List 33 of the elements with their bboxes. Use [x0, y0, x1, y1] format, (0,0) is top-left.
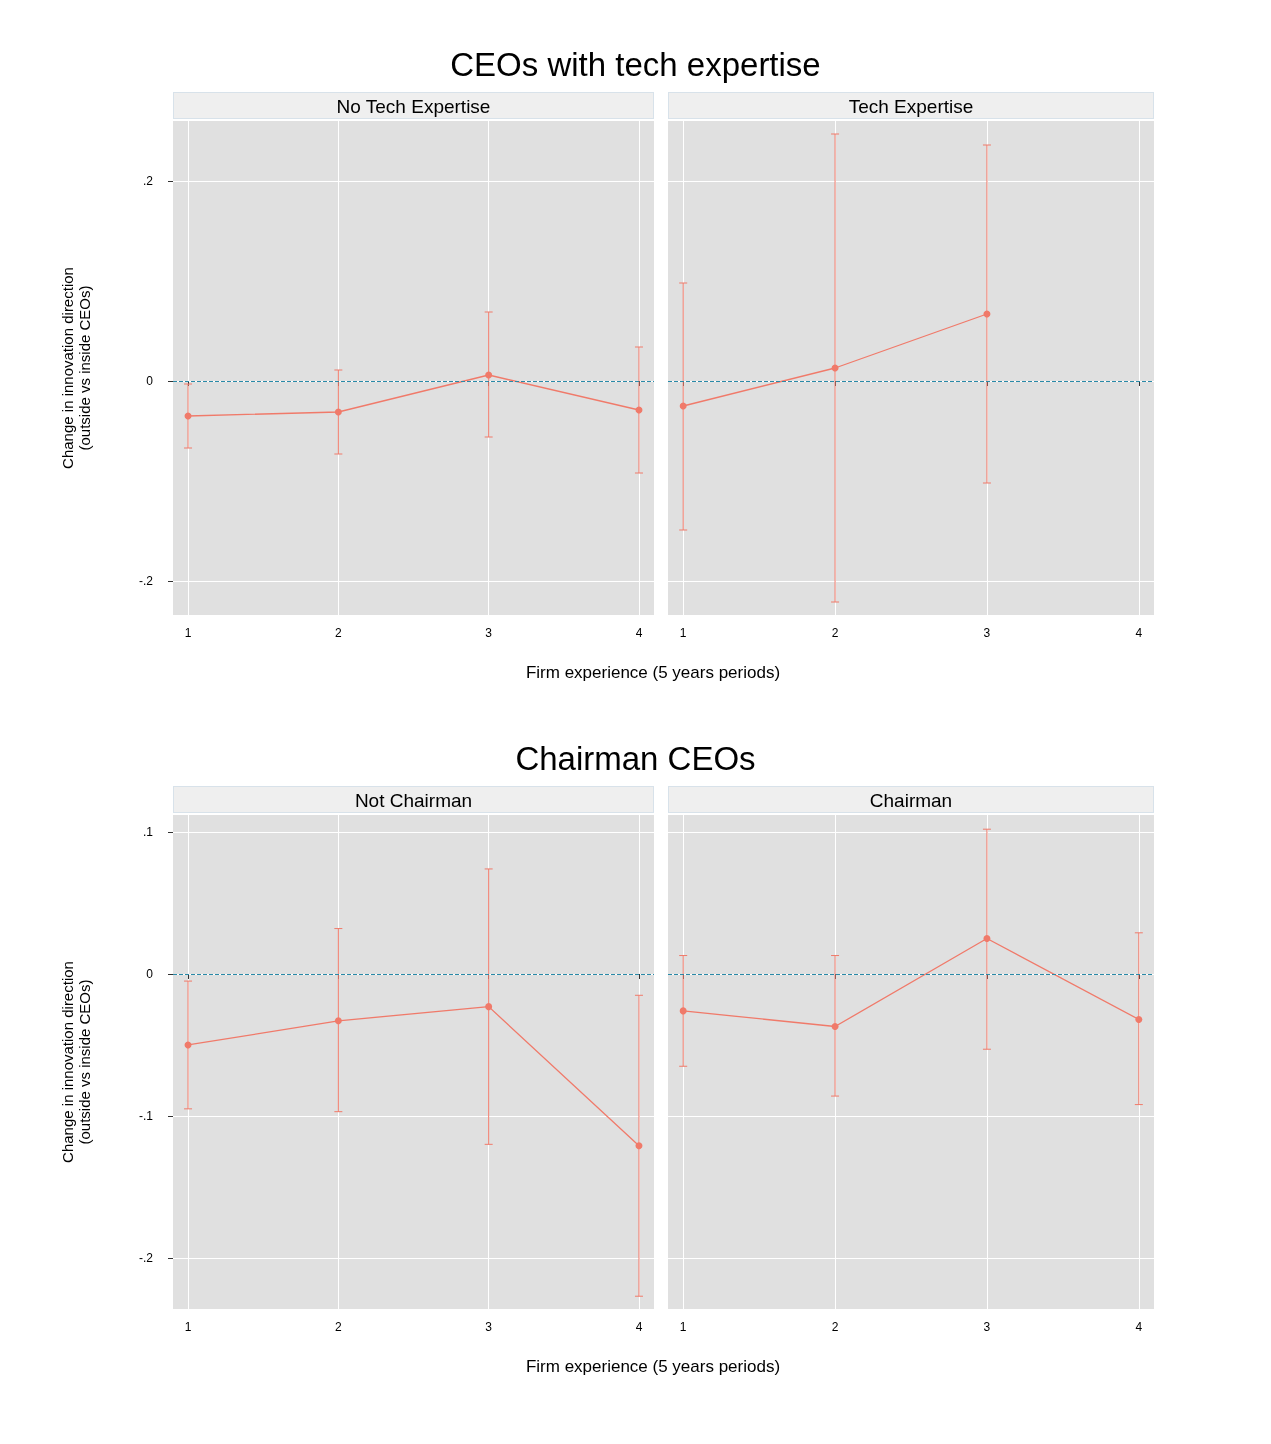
x-axis-title: Firm experience (5 years periods) — [524, 663, 782, 683]
x-tick-label: 4 — [1135, 1320, 1143, 1334]
chart-subtitle: Chairman — [668, 786, 1154, 813]
x-tick-label: 3 — [983, 1320, 991, 1334]
x-tick-label: 2 — [335, 1320, 342, 1334]
y-tick-label: -.1 — [138, 1108, 154, 1123]
x-tick-label: 4 — [635, 626, 643, 640]
y-tick-label: .1 — [142, 825, 154, 840]
x-tick-label: 1 — [679, 626, 687, 640]
x-tick-label: 4 — [635, 1320, 643, 1334]
chart-subtitle: No Tech Expertise — [173, 92, 654, 119]
chart-title: Chairman CEOs — [514, 740, 757, 778]
x-tick-label: 3 — [485, 1320, 493, 1334]
x-tick-label: 1 — [184, 626, 192, 640]
y-axis-title: Change in innovation direction (outside vs inside CEOs) — [59, 267, 93, 469]
x-tick-label: 1 — [679, 1320, 687, 1334]
x-axis-title: Firm experience (5 years periods) — [524, 1357, 782, 1377]
y-tick-label: -.2 — [138, 574, 154, 588]
y-tick-label: 0 — [146, 966, 154, 981]
x-tick-label: 2 — [831, 626, 839, 640]
y-tick-label: .2 — [142, 174, 154, 188]
x-tick-label: 1 — [184, 1320, 192, 1334]
chart-subtitle: Tech Expertise — [668, 92, 1154, 119]
x-tick-label: 2 — [335, 626, 342, 640]
y-tick-label: -.2 — [138, 1250, 154, 1265]
x-tick-label: 3 — [485, 626, 493, 640]
y-axis-title: Change in innovation direction (outside vs inside CEOs) — [59, 961, 93, 1163]
x-tick-label: 3 — [983, 626, 991, 640]
y-tick-label: 0 — [146, 374, 154, 388]
x-tick-label: 2 — [831, 1320, 839, 1334]
chart-subtitle: Not Chairman — [173, 786, 654, 813]
x-tick-label: 4 — [1135, 626, 1143, 640]
chart-title: CEOs with tech expertise — [449, 46, 822, 84]
